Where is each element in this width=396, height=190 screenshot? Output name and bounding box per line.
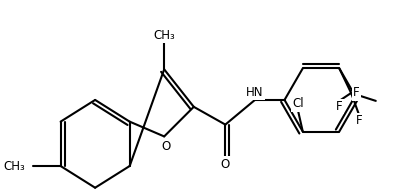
Text: O: O [221,158,230,171]
Text: F: F [353,86,360,100]
Text: Cl: Cl [292,97,304,110]
Text: CH₃: CH₃ [153,29,175,42]
Text: F: F [336,100,343,113]
Text: HN: HN [246,86,264,99]
Text: O: O [162,140,171,153]
Text: CH₃: CH₃ [3,160,25,173]
Text: F: F [356,114,362,127]
